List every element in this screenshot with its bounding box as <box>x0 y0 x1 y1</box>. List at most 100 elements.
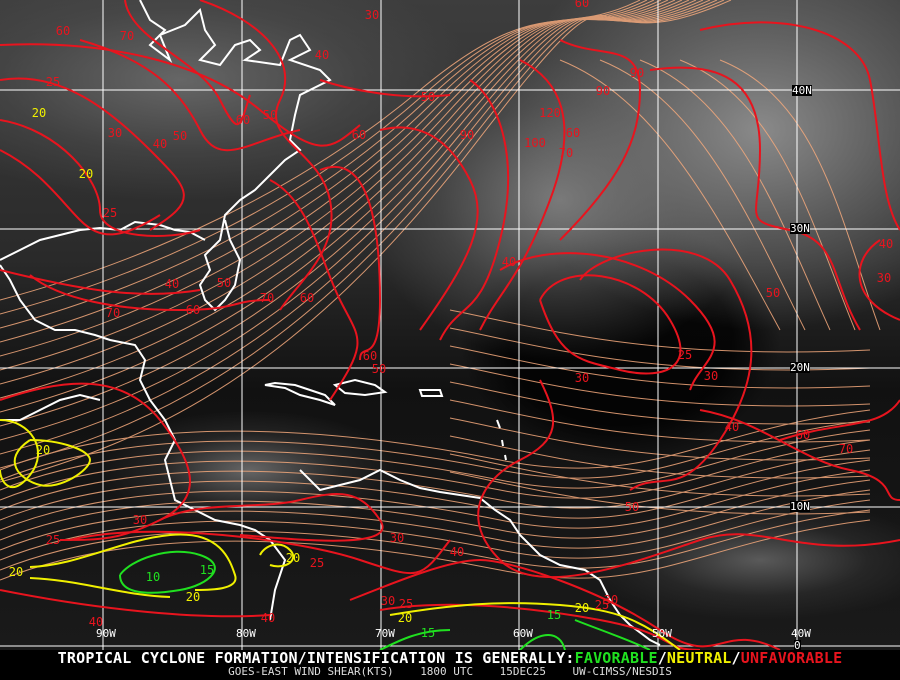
streamline <box>449 399 871 443</box>
neutral-shear-contour <box>259 543 295 568</box>
contour-label-unfavorable: 25 <box>594 598 610 612</box>
unfavorable-shear-contour <box>0 119 201 237</box>
contour-label-unfavorable: 50 <box>420 90 436 104</box>
streamline <box>0 459 871 521</box>
contour-label-unfavorable: 40 <box>88 615 104 629</box>
unfavorable-shear-contour <box>0 589 271 618</box>
contour-label-unfavorable: 30 <box>603 593 619 607</box>
contour-label-neutral: 20 <box>397 611 413 625</box>
unfavorable-shear-contour <box>29 274 271 312</box>
map-overlay <box>0 0 900 650</box>
contour-label-favorable: 10 <box>145 570 161 584</box>
unfavorable-shear-contour <box>439 79 510 341</box>
unfavorable-shear-contour <box>699 21 900 231</box>
contour-label-unfavorable: 30 <box>876 271 892 285</box>
headline-prefix: TROPICAL CYCLONE FORMATION/INTENSIFICATI… <box>57 649 575 667</box>
unfavorable-shear-contour <box>649 66 861 331</box>
streamline <box>0 429 871 491</box>
lat-label-30n: 30N <box>790 222 810 235</box>
streamline <box>0 519 871 581</box>
unfavorable-shear-contour <box>199 0 333 311</box>
source: UW-CIMSS/NESDIS <box>572 665 672 678</box>
hispaniola <box>332 378 388 397</box>
streamline <box>449 327 871 371</box>
unfavorable-shear-contour <box>319 166 382 361</box>
legend-favorable: FAVORABLE <box>574 649 658 667</box>
legend-separator: / <box>657 649 667 667</box>
unfavorable-shear-contour <box>0 149 161 236</box>
coastlines <box>0 0 661 646</box>
contour-label-neutral: 20 <box>31 106 47 120</box>
valid-time: 1800 UTC <box>420 665 474 678</box>
streamline <box>0 479 871 541</box>
contour-label-unfavorable: 70 <box>105 306 121 320</box>
unfavorable-shear-contour <box>779 399 900 441</box>
contour-label-unfavorable: 40 <box>501 255 517 269</box>
unfavorable-shear-contour <box>379 126 479 331</box>
contour-label-favorable: 15 <box>546 608 562 622</box>
contour-label-unfavorable: 50 <box>172 129 188 143</box>
contour-label-unfavorable: 50 <box>262 108 278 122</box>
contour-label-unfavorable: 30 <box>574 371 590 385</box>
contour-label-unfavorable: 40 <box>164 277 180 291</box>
neutral-shear-contour <box>389 602 681 650</box>
streamline <box>0 439 871 501</box>
streamline <box>599 59 806 331</box>
mexico-coast <box>0 264 287 621</box>
yucatan-coast <box>0 393 101 421</box>
contour-label-unfavorable: 60 <box>299 291 315 305</box>
contour-label-unfavorable: 70 <box>119 29 135 43</box>
unfavorable-shear-contour <box>159 493 384 542</box>
streamline <box>0 489 871 551</box>
streamline <box>449 309 871 353</box>
streamline <box>559 59 781 331</box>
contour-label-unfavorable: 90 <box>629 66 645 80</box>
contour-label-unfavorable: 50 <box>371 362 387 376</box>
contour-label-unfavorable: 60 <box>55 24 71 38</box>
contour-label-neutral: 20 <box>35 443 51 457</box>
contour-label-unfavorable: 50 <box>624 500 640 514</box>
cuba <box>264 381 336 406</box>
streamlines <box>0 0 881 581</box>
streamline <box>449 345 871 389</box>
lon-label-80w: 80W <box>236 627 256 640</box>
contour-label-unfavorable: 60 <box>235 113 251 127</box>
lat-label-20n: 20N <box>790 361 810 374</box>
product-caption: TROPICAL CYCLONE FORMATION/INTENSIFICATI… <box>0 650 900 680</box>
contour-label-unfavorable: 120 <box>539 106 561 120</box>
contour-label-unfavorable: 30 <box>132 513 148 527</box>
lesser-antilles <box>496 419 507 461</box>
unfavorable-shear-contour <box>0 77 185 231</box>
contour-label-unfavorable: 30 <box>389 531 405 545</box>
us-east-coast <box>139 0 332 312</box>
streamline <box>719 59 881 331</box>
contour-label-unfavorable: 40 <box>152 137 168 151</box>
lat-label-10n: 10N <box>790 500 810 513</box>
contour-label-unfavorable: 90 <box>595 84 611 98</box>
shear-contours <box>0 0 900 650</box>
neutral-shear-contour <box>0 419 40 489</box>
streamline <box>0 499 871 561</box>
unfavorable-shear-contour <box>539 274 682 375</box>
contour-label-unfavorable: 60 <box>795 428 811 442</box>
contour-label-unfavorable: 60 <box>574 0 590 10</box>
streamline <box>0 509 871 571</box>
unfavorable-shear-contour <box>499 252 716 391</box>
streamline <box>449 435 871 479</box>
streamline <box>0 0 732 483</box>
contour-label-unfavorable: 60 <box>351 128 367 142</box>
unfavorable-shear-contour <box>79 39 301 152</box>
favorable-shear-contour <box>519 634 566 650</box>
legend-neutral: NEUTRAL <box>666 649 732 667</box>
contour-label-neutral: 20 <box>185 590 201 604</box>
unfavorable-shear-contour <box>0 269 201 295</box>
lat-label-40n: 40N <box>792 84 812 97</box>
contour-label-unfavorable: 30 <box>364 8 380 22</box>
streamline <box>449 417 871 461</box>
lon-label-40w: 40W <box>791 627 811 640</box>
contour-label-unfavorable: 70 <box>838 442 854 456</box>
unfavorable-shear-contour <box>269 179 359 401</box>
contour-label-unfavorable: 40 <box>314 48 330 62</box>
contour-label-neutral: 20 <box>574 601 590 615</box>
